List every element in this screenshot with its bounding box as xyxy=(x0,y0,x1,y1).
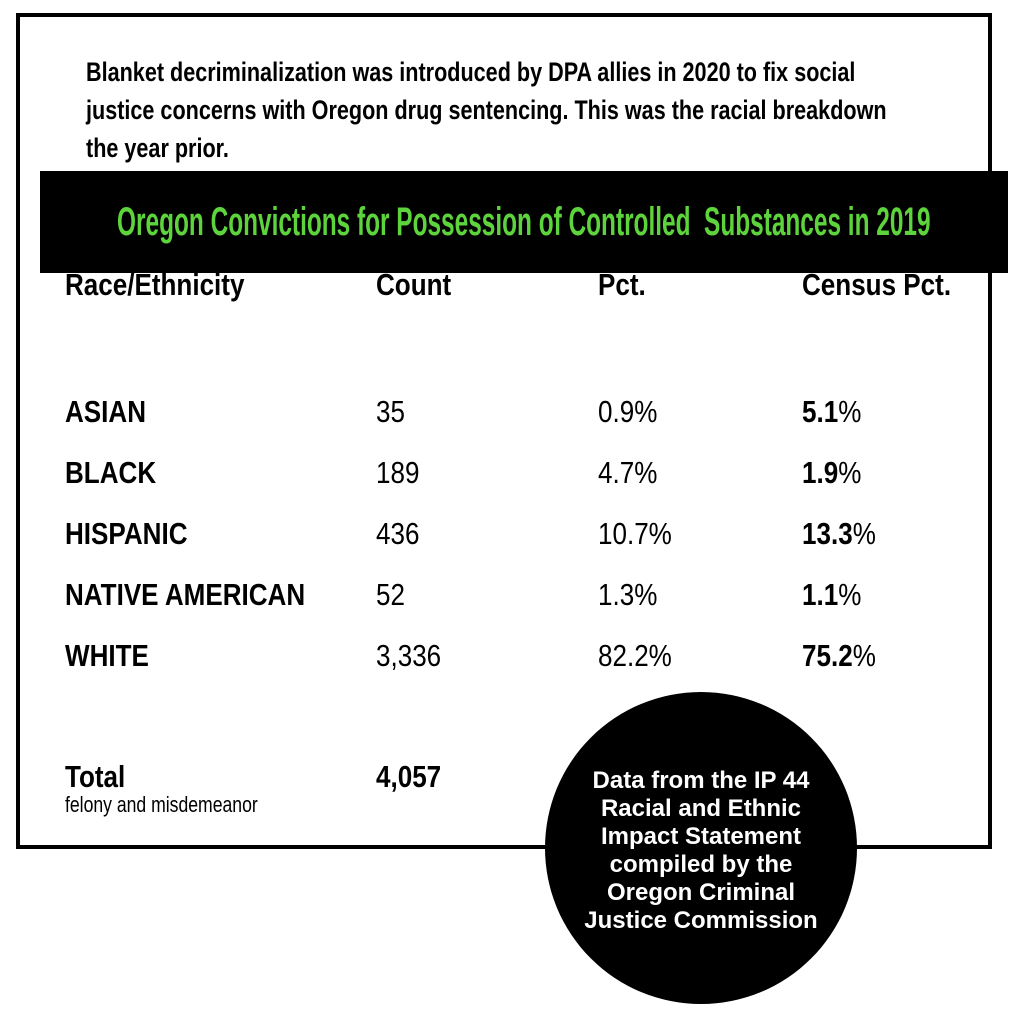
table-row-count-value: 35 xyxy=(376,394,405,429)
table-row-race-label: BLACK xyxy=(65,455,157,490)
intro-line-2: justice concerns with Oregon drug senten… xyxy=(86,95,887,125)
source-badge-line: Impact Statement xyxy=(600,823,802,850)
table-row-count-value: 436 xyxy=(376,516,420,551)
table-row-race-label: ASIAN xyxy=(65,394,147,429)
total-count: 4,057 xyxy=(376,759,442,794)
table-row-count-value: 52 xyxy=(376,577,405,612)
total-label: Total xyxy=(65,759,126,794)
intro-line-3: the year prior. xyxy=(86,133,229,163)
table-row-pct-value: 10.7% xyxy=(598,516,672,551)
percent-sign: % xyxy=(838,455,862,490)
table-row-count-value: 189 xyxy=(376,455,420,490)
table-row-count-value: 3,336 xyxy=(376,638,442,673)
table-row-pct-value: 1.3% xyxy=(598,577,658,612)
total-row: Total xyxy=(65,761,137,792)
table-row-race-label: HISPANIC xyxy=(65,516,188,551)
total-count-cell: 4,057 xyxy=(376,761,454,792)
column-header-pct: Pct. xyxy=(598,267,646,302)
source-badge: Data from the IP 44 Racial and Ethnic Im… xyxy=(545,692,857,1004)
percent-sign: % xyxy=(838,577,862,612)
table-row-pct-value: 4.7% xyxy=(598,455,658,490)
intro-line-1: Blanket decriminalization was introduced… xyxy=(86,57,856,87)
outer-frame: Blanket decriminalization was introduced… xyxy=(16,13,1008,849)
table-row-pct-value: 82.2% xyxy=(598,638,672,673)
source-badge-line: compiled by the xyxy=(609,851,793,878)
source-badge-line: Justice Commission xyxy=(584,907,818,934)
table-row-census-value: 5.1% xyxy=(802,394,862,429)
column-header-count: Count xyxy=(376,267,452,302)
percent-sign: % xyxy=(852,516,876,551)
table-row-census-value: 1.1% xyxy=(802,577,862,612)
table-row-census-value: 13.3% xyxy=(802,516,876,551)
column-header-census: Census Pct. xyxy=(802,267,952,302)
percent-sign: % xyxy=(852,638,876,673)
source-badge-line: Oregon Criminal xyxy=(606,879,796,906)
intro-text: Blanket decriminalization was introduced… xyxy=(86,53,1011,167)
table-row-census-value: 75.2% xyxy=(802,638,876,673)
total-note: felony and misdemeanor xyxy=(65,792,258,817)
table-row-census-value: 1.9% xyxy=(802,455,862,490)
percent-sign: % xyxy=(838,394,862,429)
table-row-race-label: NATIVE AMERICAN xyxy=(65,577,306,612)
table-row-race-label: WHITE xyxy=(65,638,149,673)
banner-title: Oregon Convictions for Possession of Con… xyxy=(117,199,931,244)
table-row-pct-value: 0.9% xyxy=(598,394,658,429)
source-badge-line: Data from the IP 44 xyxy=(592,767,810,794)
source-badge-line: Racial and Ethnic xyxy=(600,795,802,822)
title-banner: Oregon Convictions for Possession of Con… xyxy=(40,171,1008,273)
column-header-race: Race/Ethnicity xyxy=(65,267,245,302)
